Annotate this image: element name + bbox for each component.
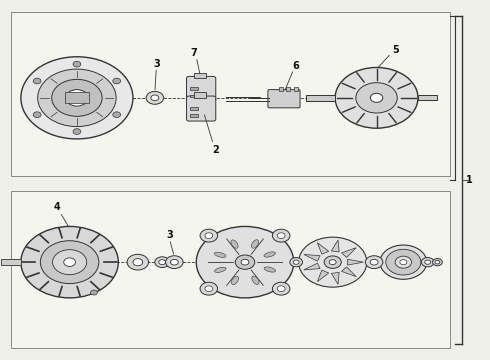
Circle shape [33, 78, 41, 84]
Circle shape [366, 256, 383, 269]
Text: 5: 5 [392, 45, 399, 55]
Circle shape [435, 260, 440, 264]
Circle shape [433, 258, 442, 266]
Circle shape [324, 256, 341, 269]
Circle shape [205, 286, 213, 292]
Ellipse shape [251, 240, 259, 248]
Text: 4: 4 [54, 202, 61, 212]
Circle shape [200, 229, 218, 242]
FancyBboxPatch shape [11, 191, 450, 348]
Polygon shape [318, 270, 329, 282]
Polygon shape [331, 273, 339, 284]
Polygon shape [347, 259, 364, 265]
Ellipse shape [264, 252, 275, 257]
Bar [287, 87, 290, 91]
Circle shape [421, 257, 434, 267]
Circle shape [277, 233, 285, 238]
Circle shape [38, 69, 116, 127]
FancyBboxPatch shape [187, 96, 216, 121]
Text: 3: 3 [166, 230, 173, 240]
Bar [194, 93, 206, 98]
Circle shape [205, 233, 213, 238]
Ellipse shape [231, 276, 239, 285]
Circle shape [21, 57, 133, 139]
Circle shape [235, 255, 255, 269]
Ellipse shape [215, 252, 226, 257]
Circle shape [298, 237, 367, 287]
Circle shape [272, 229, 290, 242]
Text: 3: 3 [153, 59, 160, 69]
Circle shape [425, 260, 431, 264]
Circle shape [400, 260, 407, 265]
Circle shape [335, 67, 418, 128]
Circle shape [146, 91, 164, 104]
Bar [294, 87, 297, 91]
Circle shape [196, 226, 294, 298]
Circle shape [370, 259, 378, 265]
Bar [306, 95, 335, 101]
Text: 6: 6 [293, 61, 299, 71]
Circle shape [159, 260, 166, 265]
Circle shape [272, 282, 290, 295]
FancyBboxPatch shape [187, 76, 216, 102]
FancyBboxPatch shape [11, 12, 450, 176]
FancyBboxPatch shape [268, 90, 300, 108]
Circle shape [151, 95, 159, 101]
Circle shape [33, 112, 41, 117]
Circle shape [91, 290, 98, 295]
Bar [191, 95, 198, 98]
Circle shape [113, 112, 121, 117]
Circle shape [73, 61, 81, 67]
Circle shape [21, 226, 118, 298]
Bar [191, 114, 198, 117]
Text: 2: 2 [212, 145, 219, 155]
Polygon shape [304, 255, 320, 261]
Circle shape [73, 129, 81, 134]
Ellipse shape [252, 276, 259, 284]
Circle shape [386, 249, 421, 275]
Circle shape [356, 83, 397, 113]
Ellipse shape [231, 240, 238, 248]
Polygon shape [318, 243, 329, 254]
Bar [65, 93, 89, 103]
Bar [418, 95, 438, 100]
Bar [279, 87, 283, 91]
Circle shape [166, 256, 183, 269]
Circle shape [127, 254, 148, 270]
Circle shape [329, 260, 336, 265]
Circle shape [277, 286, 285, 292]
Circle shape [52, 249, 87, 275]
Text: 1: 1 [466, 175, 472, 185]
Circle shape [64, 258, 75, 266]
Polygon shape [331, 240, 339, 252]
Polygon shape [304, 263, 320, 270]
Bar [194, 73, 206, 78]
Circle shape [395, 256, 412, 268]
Circle shape [66, 90, 88, 106]
Circle shape [40, 241, 99, 284]
Circle shape [133, 258, 143, 266]
Circle shape [155, 257, 170, 267]
Circle shape [113, 78, 121, 84]
Circle shape [51, 79, 102, 116]
Ellipse shape [215, 267, 226, 273]
Circle shape [290, 257, 302, 267]
Circle shape [200, 282, 218, 295]
Bar [191, 87, 198, 90]
Circle shape [293, 260, 299, 264]
Circle shape [380, 245, 427, 279]
Text: 7: 7 [191, 48, 197, 58]
Polygon shape [342, 248, 356, 257]
Ellipse shape [264, 267, 275, 272]
Bar [1, 259, 21, 265]
Circle shape [370, 93, 383, 102]
Bar [191, 107, 198, 110]
Circle shape [171, 259, 178, 265]
Polygon shape [342, 267, 356, 276]
Circle shape [241, 259, 249, 265]
